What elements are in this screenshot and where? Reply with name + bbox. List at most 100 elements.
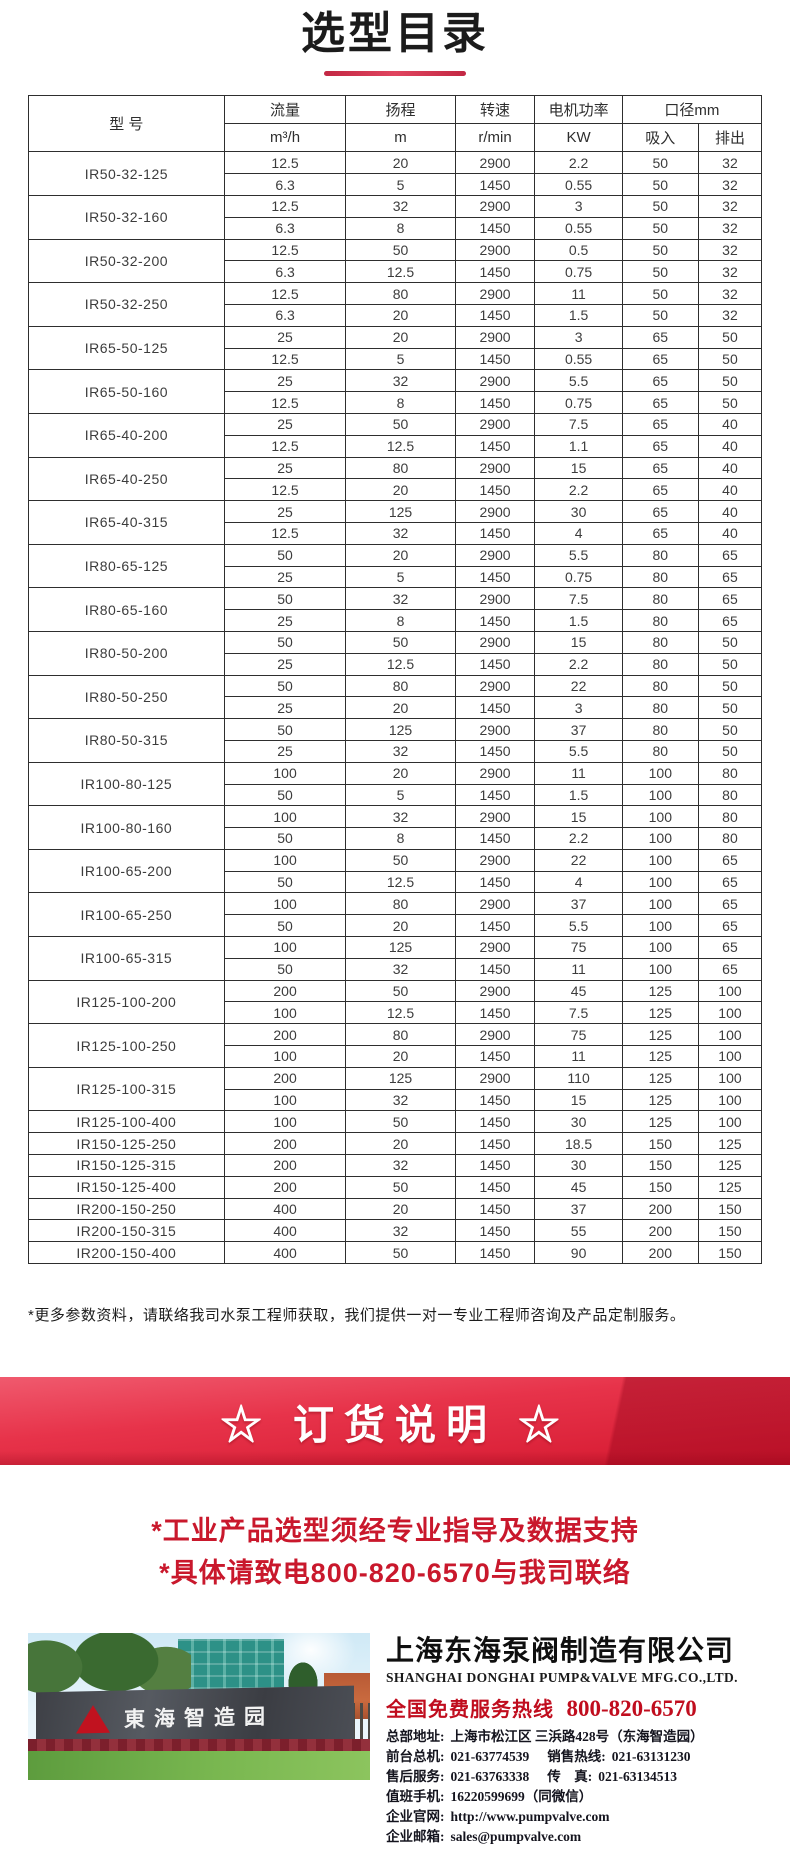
contact-value: 16220599699（同微信） bbox=[450, 1788, 593, 1804]
spec-cell: 100 bbox=[621, 783, 699, 807]
spec-cell: 8 bbox=[345, 827, 456, 850]
spec-cell: 2900 bbox=[454, 238, 536, 262]
contact-label: 企业官网: bbox=[386, 1808, 445, 1824]
spec-cell: 1450 bbox=[454, 609, 536, 632]
spec-cell: 12.5 bbox=[223, 347, 347, 371]
spec-cell: 200 bbox=[621, 1241, 699, 1265]
table-row: IR65-50-125 25 20 2900 3 65 50 bbox=[28, 325, 763, 371]
contact-line: 值班手机: 16220599699（同微信） bbox=[386, 1787, 762, 1807]
company-name-cn: 上海东海泵阀制造有限公司 bbox=[386, 1634, 735, 1666]
table-row: 100 32 1450 15 125 100 bbox=[29, 1088, 763, 1112]
spec-cell: 100 bbox=[697, 1110, 763, 1134]
spec-cell: 100 bbox=[697, 979, 763, 1003]
spec-cell: 11 bbox=[534, 761, 623, 785]
spec-cell: 1450 bbox=[454, 957, 536, 981]
spec-cell: 50 bbox=[345, 979, 456, 1003]
footer-section: 東海智造园 上海东海泵阀制造有限公司 SHANGHAI DONGHAI PUMP… bbox=[28, 1632, 762, 1847]
contact-list: 总部地址: 上海市松江区 三浜路428号（东海智造园） 前台总机: 021-63774… bbox=[386, 1727, 762, 1847]
table-row: IR200-150-315 400 32 1450 55 200 150 bbox=[28, 1219, 763, 1243]
spec-cell: 8 bbox=[345, 391, 456, 414]
model-cell: IR65-40-250 bbox=[28, 456, 225, 502]
spec-cell: 65 bbox=[621, 325, 699, 349]
contact-label: 传 真: bbox=[547, 1768, 593, 1784]
spec-cell: 55 bbox=[534, 1219, 623, 1243]
model-cell: IR100-65-315 bbox=[28, 936, 225, 981]
spec-cell: 50 bbox=[621, 282, 699, 305]
spec-cell: 80 bbox=[345, 674, 456, 698]
col-header-power: 电机功率 bbox=[534, 95, 623, 125]
spec-cell: 25 bbox=[223, 696, 347, 720]
spec-cell: 65 bbox=[697, 914, 763, 938]
spec-cell: 20 bbox=[345, 1045, 456, 1068]
spec-cell: 80 bbox=[621, 696, 699, 720]
model-cell: IR200-150-400 bbox=[28, 1241, 225, 1265]
spec-cell: 150 bbox=[697, 1197, 763, 1221]
spec-cell: 25 bbox=[223, 652, 347, 676]
spec-cell: 125 bbox=[621, 1023, 699, 1047]
spec-cell: 2900 bbox=[454, 892, 536, 916]
spec-cell: 50 bbox=[223, 718, 347, 741]
table-row: 50 12.5 1450 4 100 65 bbox=[29, 870, 763, 894]
spec-cell: 1450 bbox=[454, 303, 536, 327]
spec-cell: 80 bbox=[621, 609, 699, 632]
contact-value: http://www.pumpvalve.com bbox=[450, 1808, 610, 1824]
spec-cell: 50 bbox=[697, 630, 763, 654]
spec-cell: 50 bbox=[223, 587, 347, 611]
spec-cell: 150 bbox=[621, 1175, 699, 1199]
spec-cell: 32 bbox=[697, 282, 763, 305]
spec-cell: 1450 bbox=[454, 1001, 536, 1025]
spec-cell: 2900 bbox=[454, 500, 536, 523]
spec-cell: 20 bbox=[345, 303, 456, 327]
table-row: IR100-65-200 100 50 2900 22 100 65 bbox=[28, 848, 763, 894]
model-cell: IR80-50-315 bbox=[28, 718, 225, 763]
spec-cell: 50 bbox=[697, 696, 763, 720]
spec-cell: 5 bbox=[345, 173, 456, 196]
spec-cell: 32 bbox=[345, 1088, 456, 1112]
model-cell: IR80-65-160 bbox=[28, 587, 225, 632]
spec-cell: 50 bbox=[345, 630, 456, 654]
spec-cell: 50 bbox=[223, 870, 347, 894]
spec-cell: 1450 bbox=[454, 783, 536, 807]
spec-cell: 30 bbox=[534, 1154, 623, 1177]
spec-cell: 100 bbox=[223, 1110, 347, 1134]
spec-cell: 125 bbox=[621, 1066, 699, 1090]
spec-cell: 50 bbox=[697, 391, 763, 414]
spec-cell: 5 bbox=[345, 565, 456, 589]
table-row: IR100-65-250 100 80 2900 37 100 65 bbox=[28, 892, 763, 938]
table-row: IR65-40-315 25 125 2900 30 65 40 bbox=[28, 500, 763, 545]
model-cell: IR150-125-400 bbox=[28, 1175, 225, 1199]
spec-cell: 2900 bbox=[454, 1066, 536, 1090]
spec-cell: 2900 bbox=[454, 936, 536, 959]
spec-cell: 65 bbox=[621, 521, 699, 545]
spec-cell: 100 bbox=[621, 848, 699, 872]
table-row: 12.5 20 1450 2.2 65 40 bbox=[29, 478, 763, 502]
spec-cell: 3 bbox=[534, 696, 623, 720]
spec-cell: 0.55 bbox=[534, 216, 623, 240]
spec-cell: 11 bbox=[534, 282, 623, 305]
table-row: 12.5 5 1450 0.55 65 50 bbox=[29, 347, 763, 371]
contact-value: sales@pumpvalve.com bbox=[450, 1828, 582, 1844]
spec-cell: 5 bbox=[345, 347, 456, 371]
spec-cell: 2.2 bbox=[534, 827, 623, 850]
spec-cell: 20 bbox=[345, 543, 456, 567]
spec-cell: 20 bbox=[345, 151, 456, 175]
table-row: 100 12.5 1450 7.5 125 100 bbox=[29, 1001, 763, 1025]
table-row: IR125-100-250 200 80 2900 75 125 100 bbox=[28, 1023, 763, 1068]
spec-cell: 1450 bbox=[454, 914, 536, 938]
spec-cell: 4 bbox=[534, 521, 623, 545]
contact-label: 总部地址: bbox=[386, 1728, 445, 1744]
spec-cell: 8 bbox=[345, 609, 456, 632]
spec-cell: 80 bbox=[697, 805, 763, 829]
spec-cell: 32 bbox=[345, 805, 456, 829]
spec-cell: 2.2 bbox=[534, 652, 623, 676]
spec-cell: 1450 bbox=[454, 1045, 536, 1068]
spec-cell: 15 bbox=[534, 630, 623, 654]
contact-value: 021-63134513 bbox=[598, 1768, 677, 1784]
spec-cell: 32 bbox=[697, 260, 763, 284]
spec-cell: 75 bbox=[534, 1023, 623, 1047]
table-row: IR50-32-160 12.5 32 2900 3 50 32 bbox=[28, 194, 763, 240]
spec-cell: 12.5 bbox=[223, 521, 347, 545]
spec-cell: 400 bbox=[223, 1219, 347, 1243]
table-row: 6.3 20 1450 1.5 50 32 bbox=[29, 303, 763, 327]
spec-cell: 150 bbox=[697, 1219, 763, 1243]
